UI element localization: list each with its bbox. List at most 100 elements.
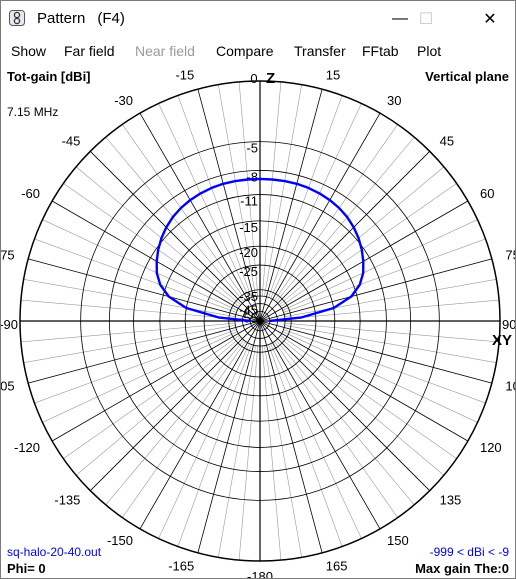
pattern-trace	[155, 177, 365, 323]
spoke-line	[105, 136, 245, 303]
spoke-line	[278, 336, 445, 476]
spoke-line	[270, 343, 362, 539]
spoke-line	[28, 320, 261, 384]
spoke-line	[75, 166, 242, 306]
spoke-line	[284, 279, 497, 317]
angle-label: 135	[440, 493, 462, 508]
angle-label: 45	[440, 133, 454, 148]
spoke-line	[177, 95, 252, 298]
spoke-line	[282, 219, 478, 311]
menu-fftab[interactable]: FFtab	[362, 43, 399, 59]
menu-plot[interactable]: Plot	[417, 43, 442, 59]
ring-label: -15	[239, 220, 258, 235]
spoke-line	[122, 124, 246, 301]
minimize-icon: —	[392, 10, 408, 27]
angle-label: -150	[107, 533, 133, 548]
range-label: -999 < dBi < -9	[429, 545, 509, 559]
angle-label: -105	[1, 379, 15, 394]
angle-label: -60	[21, 186, 40, 201]
angle-label: -165	[168, 558, 194, 573]
menu-show[interactable]: Show	[11, 43, 47, 59]
menu-transfer[interactable]: Transfer	[294, 43, 346, 59]
ring-label: -55	[239, 310, 258, 325]
menu-far-field[interactable]: Far field	[64, 43, 115, 59]
spoke-line	[42, 331, 238, 423]
angle-label: -45	[62, 133, 81, 148]
spoke-line	[23, 279, 236, 317]
spoke-line	[51, 320, 261, 442]
window-title-text: Pattern	[37, 10, 86, 27]
spoke-line	[259, 258, 492, 322]
spoke-line	[105, 339, 245, 506]
spoke-line	[284, 299, 500, 320]
spoke-line	[275, 339, 415, 506]
spoke-line	[20, 299, 236, 320]
angle-label: -120	[14, 440, 40, 455]
ring-label: -11	[240, 194, 258, 209]
maximize-icon: ☐	[418, 11, 434, 28]
spoke-line	[34, 238, 237, 313]
spoke-line	[282, 331, 478, 423]
angle-label: 105	[505, 379, 515, 394]
spoke-line	[158, 343, 250, 539]
xy-axis-label: XY	[492, 332, 512, 349]
spoke-line	[259, 320, 323, 553]
spoke-line	[197, 89, 261, 322]
angle-label: -30	[114, 93, 133, 108]
ring-label: -20	[239, 245, 258, 260]
spoke-line	[275, 136, 415, 303]
spoke-line	[284, 325, 497, 363]
spoke-line	[268, 344, 343, 547]
spoke-line	[264, 84, 302, 297]
plane-label: Vertical plane	[425, 69, 509, 84]
spoke-line	[23, 325, 236, 363]
spoke-line	[177, 344, 252, 547]
angle-label: -180	[247, 569, 273, 578]
frequency-label: 7.15 MHz	[7, 105, 59, 119]
spoke-line	[63, 335, 240, 459]
spoke-line	[259, 89, 323, 322]
spoke-line	[259, 151, 430, 322]
spoke-line	[218, 345, 256, 558]
spoke-line	[90, 151, 261, 322]
angle-label: -75	[1, 247, 15, 262]
menu-near-field: Near field	[135, 43, 195, 59]
z-axis-label: Z	[266, 70, 275, 87]
app-icon	[9, 10, 25, 26]
ring-label: -45	[239, 303, 258, 318]
phi-label: Phi= 0	[7, 561, 46, 576]
spoke-line	[238, 81, 259, 297]
title-bar[interactable]: Pattern (F4) — ☐ ✕	[1, 1, 515, 37]
menu-compare[interactable]: Compare	[216, 43, 274, 59]
angle-label: 120	[480, 440, 502, 455]
angle-label: -135	[54, 493, 80, 508]
filename-label: sq-halo-20-40.out	[7, 545, 102, 559]
pattern-plot-area[interactable]: Tot-gain [dBi] Vertical plane 7.15 MHz s…	[1, 63, 515, 578]
angle-label: -15	[175, 68, 194, 83]
ring-label: -35	[239, 289, 258, 304]
spoke-line	[280, 335, 457, 459]
maximize-button[interactable]: ☐	[403, 1, 449, 37]
spoke-line	[42, 219, 238, 311]
ring-label: -5	[246, 141, 258, 156]
spoke-line	[63, 183, 240, 307]
spoke-line	[270, 103, 362, 299]
spoke-line	[139, 112, 261, 322]
ring-label: -8	[246, 169, 258, 184]
angle-label: -90	[1, 317, 18, 332]
close-button[interactable]: ✕	[467, 1, 513, 37]
spoke-line	[238, 345, 259, 561]
spoke-line	[218, 84, 256, 297]
polar-chart: 0 15 30 45 60 75 90 105 120 135 150 165 -180 -165 -150…	[1, 68, 515, 578]
angle-label: 0	[250, 71, 257, 86]
angle-label: 90	[502, 317, 515, 332]
window-title: Pattern (F4)	[37, 10, 125, 27]
spoke-line	[259, 112, 381, 322]
spoke-line	[264, 345, 302, 558]
spoke-line	[283, 329, 486, 404]
minimize-button[interactable]: —	[377, 1, 423, 37]
ring-label: -25	[239, 264, 258, 279]
spoke-line	[259, 320, 469, 442]
spoke-line	[259, 320, 492, 384]
